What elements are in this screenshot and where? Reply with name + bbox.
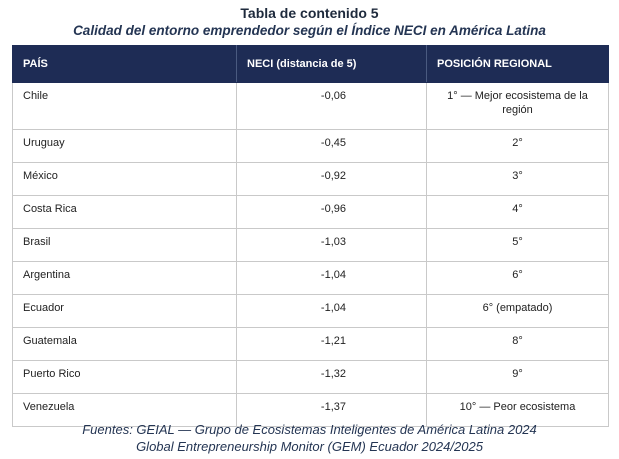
table-row: Costa Rica -0,96 4° [12, 195, 609, 229]
table-row: Puerto Rico -1,32 9° [12, 360, 609, 394]
cell-neci: -1,03 [236, 228, 427, 262]
table-body: Chile -0,06 1° — Mejor ecosistema de la … [12, 82, 609, 427]
cell-country: México [12, 162, 237, 196]
cell-position: 3° [426, 162, 609, 196]
cell-country: Venezuela [12, 393, 237, 427]
cell-position: 10° — Peor ecosistema [426, 393, 609, 427]
table-row: Uruguay -0,45 2° [12, 129, 609, 163]
cell-country: Ecuador [12, 294, 237, 328]
cell-neci: -1,21 [236, 327, 427, 361]
header-row: PAÍS NECI (distancia de 5) POSICIÓN REGI… [12, 45, 609, 83]
table-row: México -0,92 3° [12, 162, 609, 196]
cell-neci: -1,32 [236, 360, 427, 394]
cell-position: 1° — Mejor ecosistema de la región [426, 82, 609, 130]
cell-neci: -0,45 [236, 129, 427, 163]
sources-line-2: Global Entrepreneurship Monitor (GEM) Ec… [136, 439, 483, 454]
table-row: Ecuador -1,04 6° (empatado) [12, 294, 609, 328]
cell-position: 6° (empatado) [426, 294, 609, 328]
header-neci: NECI (distancia de 5) [236, 45, 427, 83]
table-caption-title: Tabla de contenido 5 [240, 5, 379, 21]
neci-table: PAÍS NECI (distancia de 5) POSICIÓN REGI… [12, 45, 609, 427]
cell-country: Chile [12, 82, 237, 130]
cell-country: Guatemala [12, 327, 237, 361]
table-caption-subtitle: Calidad del entorno emprendedor según el… [73, 23, 546, 38]
cell-position: 9° [426, 360, 609, 394]
cell-neci: -1,04 [236, 294, 427, 328]
cell-neci: -1,04 [236, 261, 427, 295]
table-row: Brasil -1,03 5° [12, 228, 609, 262]
cell-neci: -1,37 [236, 393, 427, 427]
cell-position: 4° [426, 195, 609, 229]
cell-neci: -0,06 [236, 82, 427, 130]
cell-country: Uruguay [12, 129, 237, 163]
header-position: POSICIÓN REGIONAL [426, 45, 609, 83]
table-row: Guatemala -1,21 8° [12, 327, 609, 361]
table-row: Chile -0,06 1° — Mejor ecosistema de la … [12, 82, 609, 130]
cell-country: Brasil [12, 228, 237, 262]
cell-country: Argentina [12, 261, 237, 295]
table-header: PAÍS NECI (distancia de 5) POSICIÓN REGI… [12, 45, 609, 83]
cell-position: 8° [426, 327, 609, 361]
cell-country: Costa Rica [12, 195, 237, 229]
cell-position: 6° [426, 261, 609, 295]
table-row: Argentina -1,04 6° [12, 261, 609, 295]
header-country: PAÍS [12, 45, 237, 83]
cell-country: Puerto Rico [12, 360, 237, 394]
cell-neci: -0,96 [236, 195, 427, 229]
sources-note: Fuentes: GEIAL — Grupo de Ecosistemas In… [0, 421, 619, 455]
cell-position: 5° [426, 228, 609, 262]
sources-line-1: Fuentes: GEIAL — Grupo de Ecosistemas In… [82, 422, 537, 437]
cell-neci: -0,92 [236, 162, 427, 196]
table-row: Venezuela -1,37 10° — Peor ecosistema [12, 393, 609, 427]
cell-position: 2° [426, 129, 609, 163]
